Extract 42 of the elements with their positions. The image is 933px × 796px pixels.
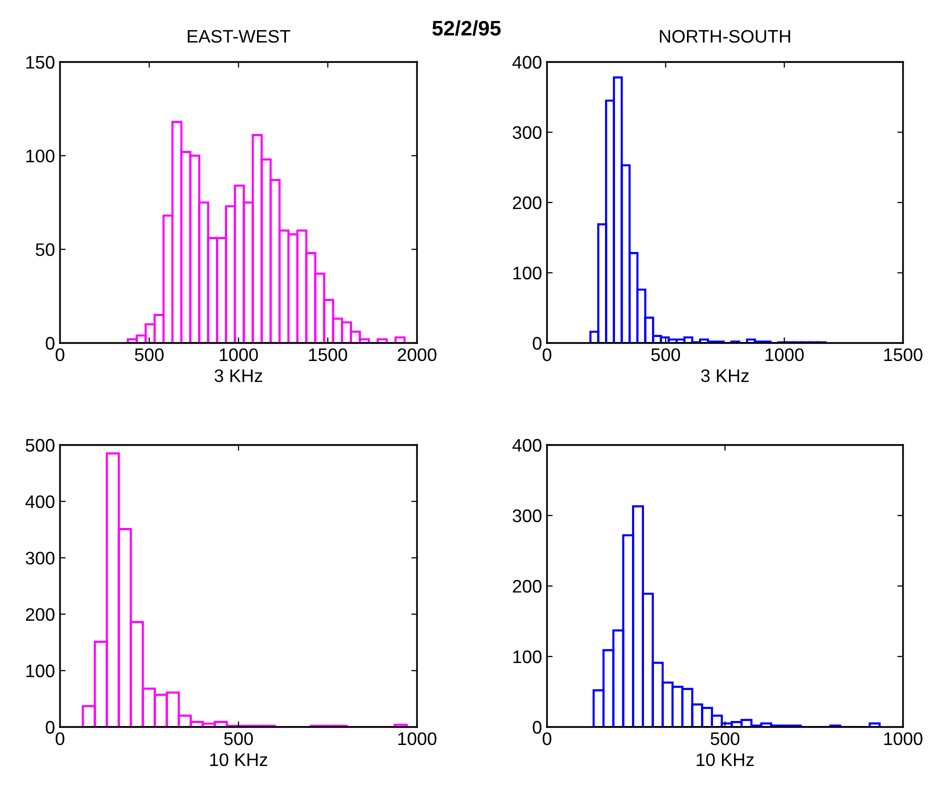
y-tick-label: 300	[512, 509, 542, 522]
x-tick-label: 1000	[398, 732, 436, 746]
y-tick-label: 0	[46, 720, 54, 734]
y-tick-label: 0	[532, 336, 542, 350]
x-axis-title: 3 KHz	[701, 369, 749, 382]
y-tick-label: 100	[513, 266, 542, 280]
x-tick-label: 500	[651, 348, 680, 362]
y-tick-label: 400	[512, 56, 542, 69]
x-tick-label: 1000	[884, 732, 922, 746]
x-axis-title: 10 KHz	[696, 753, 754, 766]
y-tick-label: 500	[26, 438, 54, 452]
y-tick-label: 300	[26, 552, 54, 565]
y-tick-label: 100	[26, 150, 54, 162]
x-tick-label: 2000	[398, 348, 436, 362]
x-tick-label: 1000	[220, 348, 258, 362]
y-tick-label: 150	[26, 56, 54, 69]
text: 52/2/95	[432, 20, 501, 36]
y-tick-label: 400	[512, 438, 542, 452]
y-tick-label: 0	[532, 720, 542, 734]
x-tick-label: 500	[224, 732, 253, 746]
x-tick-label: 0	[542, 732, 552, 746]
y-tick-label: 400	[25, 495, 54, 508]
x-tick-label: 1500	[309, 348, 348, 362]
chart-title: EAST-WEST	[188, 30, 290, 43]
y-tick-label: 100	[513, 650, 542, 664]
x-axis-title: 3 KHz	[214, 369, 262, 382]
x-tick-label: 0	[56, 348, 64, 362]
x-axis-title: 10 KHz	[210, 753, 268, 766]
y-tick-label: 300	[512, 126, 542, 139]
y-tick-label: 0	[46, 336, 54, 350]
x-tick-label: 1500	[884, 348, 922, 362]
y-tick-label: 200	[26, 608, 54, 621]
chart-title: NORTH-SOUTH	[660, 30, 790, 43]
y-tick-label: 100	[26, 664, 54, 678]
x-tick-label: 0	[56, 732, 64, 746]
x-tick-label: 1000	[766, 348, 804, 362]
y-tick-label: 200	[512, 196, 542, 210]
y-tick-label: 200	[512, 580, 542, 593]
x-tick-label: 500	[134, 348, 164, 362]
y-tick-label: 50	[36, 243, 54, 256]
x-tick-label: 0	[542, 348, 552, 362]
x-tick-label: 500	[710, 732, 740, 746]
